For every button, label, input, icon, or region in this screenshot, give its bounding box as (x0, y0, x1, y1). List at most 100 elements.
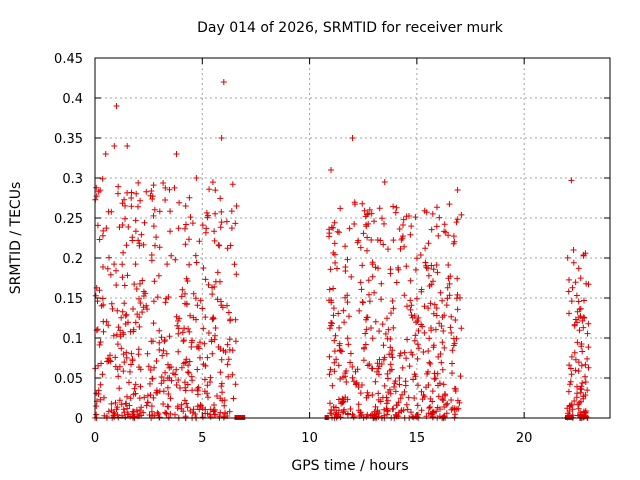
data-point (92, 292, 99, 299)
data-point (210, 314, 217, 321)
data-point (439, 396, 446, 403)
data-point (431, 301, 438, 308)
data-point (446, 201, 453, 208)
data-point (437, 289, 444, 296)
data-point (203, 225, 210, 232)
data-point (211, 411, 218, 418)
data-point (392, 388, 399, 395)
data-point (111, 143, 118, 149)
chart-title: Day 014 of 2026, SRMTID for receiver mur… (197, 20, 504, 36)
data-point (357, 279, 364, 286)
data-point (345, 341, 352, 348)
data-point (175, 325, 182, 332)
data-point (335, 362, 342, 369)
x-tick-labels: 0 5 10 15 20 (91, 431, 533, 446)
data-point (385, 246, 391, 253)
data-point (196, 238, 203, 245)
data-point (567, 365, 574, 372)
data-point (578, 343, 585, 350)
data-point (151, 364, 158, 371)
data-point (178, 401, 185, 408)
data-point (423, 264, 430, 271)
data-point (173, 151, 180, 157)
data-point (98, 302, 105, 309)
data-point (134, 311, 141, 318)
data-point (227, 242, 234, 249)
data-point (429, 388, 436, 395)
data-point (162, 184, 169, 191)
data-point (369, 259, 376, 266)
data-point (569, 406, 576, 413)
data-point (136, 395, 143, 402)
data-point (166, 186, 173, 193)
data-point (229, 371, 236, 378)
data-point (122, 400, 129, 407)
data-point (212, 210, 219, 217)
data-point (326, 233, 333, 240)
data-point (124, 393, 130, 400)
data-point (579, 380, 586, 386)
data-point (199, 305, 206, 312)
data-point (429, 413, 436, 420)
data-point (428, 325, 434, 331)
data-point (348, 273, 355, 280)
data-point (424, 370, 430, 377)
data-point (203, 209, 210, 216)
data-point (385, 389, 392, 396)
data-point (185, 325, 192, 332)
data-point (396, 226, 403, 232)
data-point (147, 392, 154, 398)
data-point (440, 381, 447, 388)
data-point (337, 347, 344, 354)
data-point (137, 300, 144, 306)
data-point (567, 378, 574, 385)
data-point (376, 205, 383, 212)
data-point (156, 244, 163, 251)
data-point (175, 225, 182, 232)
data-point (94, 222, 101, 229)
data-point (221, 402, 228, 409)
data-point (184, 381, 191, 388)
data-point (197, 403, 204, 409)
data-point (365, 392, 372, 399)
data-point (408, 302, 415, 309)
data-point (342, 294, 349, 301)
data-point (160, 347, 167, 354)
data-point (435, 232, 442, 239)
data-point (431, 376, 438, 382)
data-point (226, 336, 233, 343)
data-point (219, 389, 226, 396)
data-point (207, 406, 214, 413)
data-point (411, 337, 418, 344)
data-point (445, 232, 452, 239)
data-point (442, 392, 448, 399)
data-point (433, 223, 440, 230)
data-point (578, 362, 585, 369)
data-point (212, 332, 218, 339)
data-point (582, 409, 589, 416)
data-point (212, 187, 219, 194)
data-point (363, 223, 370, 230)
data-point (408, 312, 415, 319)
data-point (182, 290, 188, 297)
data-point (96, 341, 103, 348)
data-point (188, 339, 195, 346)
data-point (326, 353, 333, 360)
data-point (388, 310, 394, 317)
data-point (132, 390, 139, 397)
data-point (571, 321, 578, 328)
data-point (389, 347, 396, 354)
data-point (439, 339, 446, 346)
data-point (441, 312, 448, 319)
data-point (420, 392, 427, 399)
data-point (124, 143, 131, 149)
data-point (439, 366, 446, 373)
data-point (192, 252, 199, 259)
data-point (202, 276, 209, 283)
data-point (368, 325, 374, 331)
data-point (568, 353, 575, 360)
data-point (186, 358, 193, 365)
data-point (130, 408, 137, 415)
data-point (566, 310, 572, 317)
data-point (137, 366, 144, 373)
